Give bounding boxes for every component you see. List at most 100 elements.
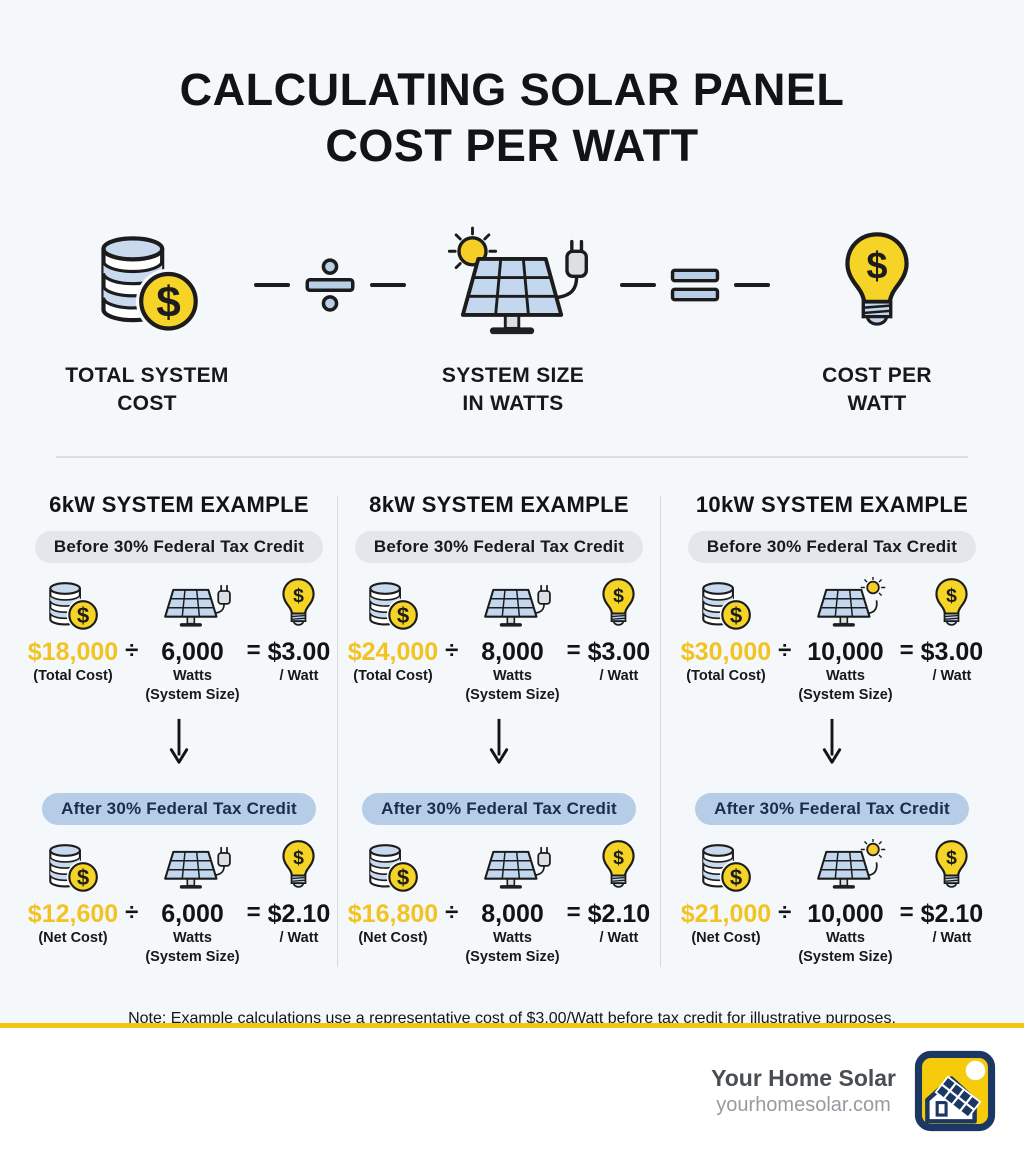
- watts-unit: Watts: [493, 668, 532, 685]
- cost-cell: $12,600 (Net Cost): [28, 837, 118, 948]
- cost-label: (Total Cost): [353, 668, 433, 685]
- after-tax-credit-pill: After 30% Federal Tax Credit: [362, 792, 636, 825]
- examples-row: 6kW SYSTEM EXAMPLE Before 30% Federal Ta…: [0, 492, 1024, 967]
- dash-line: [734, 282, 770, 287]
- before-tax-credit-pill: Before 30% Federal Tax Credit: [687, 531, 977, 564]
- watts-value: 10,000: [807, 899, 884, 928]
- before-tax-credit-pill: Before 30% Federal Tax Credit: [354, 531, 644, 564]
- solar-panel-plug-icon: [150, 577, 234, 633]
- after-tax-credit-pill: After 30% Federal Tax Credit: [695, 792, 969, 825]
- result-value: $3.00: [920, 638, 984, 667]
- page-title: CALCULATING SOLAR PANEL COST PER WATT: [0, 0, 1024, 174]
- example-title: 6kW SYSTEM EXAMPLE: [49, 492, 309, 518]
- equals-operator: =: [566, 898, 581, 926]
- solar-panel-sun-icon: [803, 577, 887, 633]
- before-tax-credit-pill: Before 30% Federal Tax Credit: [34, 531, 324, 564]
- lightbulb-dollar-icon: [279, 839, 318, 895]
- home-solar-logo-icon: [914, 1050, 996, 1132]
- money-coins-icon: [45, 842, 100, 895]
- cost-cell: $18,000 (Total Cost): [28, 575, 118, 686]
- watts-sublabel: (System Size): [798, 948, 893, 965]
- watts-cell: 8,000 Watts (System Size): [465, 837, 560, 967]
- example-title: 10kW SYSTEM EXAMPLE: [695, 492, 969, 518]
- money-coins-icon: [698, 580, 753, 633]
- result-value: $2.10: [587, 899, 651, 928]
- dash-line: [370, 282, 406, 287]
- result-cell: $3.00 / Watt: [920, 575, 984, 686]
- solar-panel-sun-plug-icon: [432, 226, 594, 344]
- cost-value: $30,000: [680, 638, 772, 667]
- dash-line: [620, 282, 656, 287]
- divide-operator: ÷: [125, 637, 139, 665]
- example-10kw: 10kW SYSTEM EXAMPLE Before 30% Federal T…: [669, 492, 995, 966]
- lightbulb-dollar-icon: [932, 577, 971, 633]
- arrow-down-icon: [487, 717, 511, 767]
- cost-cell: $16,800 (Net Cost): [348, 837, 438, 948]
- system-size-label: SYSTEM SIZE IN WATTS: [441, 363, 585, 415]
- cost-label: (Net Cost): [358, 929, 428, 946]
- equals-icon: [668, 266, 722, 304]
- watts-sublabel: (System Size): [145, 687, 240, 704]
- website-url: yourhomesolar.com: [716, 1094, 891, 1116]
- result-cell: $3.00 / Watt: [267, 575, 331, 686]
- watts-unit: Watts: [173, 929, 212, 946]
- money-coins-icon: [365, 580, 420, 633]
- before-calc-row: $30,000 (Total Cost) ÷ 10,000 Watts (Sys…: [681, 575, 983, 705]
- dash-line: [254, 282, 290, 287]
- page-title-line2: COST PER WATT: [325, 119, 699, 171]
- solar-panel-sun-icon: [803, 839, 887, 895]
- watts-cell: 10,000 Watts (System Size): [798, 837, 893, 967]
- lightbulb-dollar-icon: [839, 230, 915, 340]
- divide-operator: ÷: [445, 637, 459, 665]
- before-calc-row: $24,000 (Total Cost) ÷ 8,000 Watts (Syst…: [348, 575, 650, 705]
- money-coins-icon: [93, 232, 202, 337]
- equals-operator: =: [246, 898, 261, 926]
- result-cell: $3.00 / Watt: [588, 575, 650, 686]
- cost-cell: $21,000 (Net Cost): [681, 837, 771, 948]
- cost-label: (Net Cost): [38, 929, 108, 946]
- watts-value: 8,000: [481, 899, 544, 928]
- watts-value: 6,000: [161, 899, 224, 928]
- watts-cell: 6,000 Watts (System Size): [145, 575, 240, 705]
- divide-operator: ÷: [778, 898, 792, 926]
- cost-value: $18,000: [27, 638, 119, 667]
- watts-cell: 6,000 Watts (System Size): [145, 837, 240, 967]
- result-cell: $2.10 / Watt: [267, 837, 331, 948]
- yellow-divider-line: [0, 1023, 1024, 1028]
- solar-panel-plug-icon: [470, 577, 554, 633]
- formula-cost-per-watt: COST PER WATT: [770, 218, 984, 419]
- equals-operator: =: [566, 637, 581, 665]
- watts-unit: Watts: [493, 929, 532, 946]
- watts-cell: 10,000 Watts (System Size): [798, 575, 893, 705]
- watts-unit: Watts: [173, 668, 212, 685]
- result-value: $3.00: [267, 638, 331, 667]
- formula-row: TOTAL SYSTEM COST SYSTEM SIZE IN WATTS: [0, 218, 1024, 419]
- watts-sublabel: (System Size): [465, 948, 560, 965]
- watts-value: 6,000: [161, 638, 224, 667]
- lightbulb-dollar-icon: [932, 839, 971, 895]
- watts-sublabel: (System Size): [798, 687, 893, 704]
- equals-operator: =: [899, 637, 914, 665]
- lightbulb-dollar-icon: [599, 839, 638, 895]
- result-label: / Watt: [599, 668, 639, 685]
- column-divider: [337, 496, 338, 967]
- formula-system-size: SYSTEM SIZE IN WATTS: [406, 218, 620, 419]
- cost-label: (Total Cost): [686, 668, 766, 685]
- watts-value: 8,000: [481, 638, 544, 667]
- footer: Your Home Solar yourhomesolar.com: [0, 1028, 1024, 1154]
- after-calc-row: $16,800 (Net Cost) ÷ 8,000 Watts (System…: [348, 837, 650, 967]
- equals-operator: =: [899, 898, 914, 926]
- cost-value: $12,600: [27, 899, 119, 928]
- solar-panel-plug-icon: [150, 839, 234, 895]
- cost-per-watt-label: COST PER WATT: [822, 363, 932, 415]
- example-6kw: 6kW SYSTEM EXAMPLE Before 30% Federal Ta…: [28, 492, 331, 967]
- column-divider: [660, 496, 661, 967]
- result-value: $2.10: [267, 899, 331, 928]
- result-label: / Watt: [932, 668, 972, 685]
- cost-cell: $30,000 (Total Cost): [681, 575, 771, 686]
- equals-operator: =: [246, 637, 261, 665]
- after-calc-row: $21,000 (Net Cost) ÷ 10,000 Watts (Syste…: [681, 837, 983, 967]
- money-coins-icon: [698, 842, 753, 895]
- before-calc-row: $18,000 (Total Cost) ÷ 6,000 Watts (Syst…: [28, 575, 330, 705]
- result-label: / Watt: [279, 668, 319, 685]
